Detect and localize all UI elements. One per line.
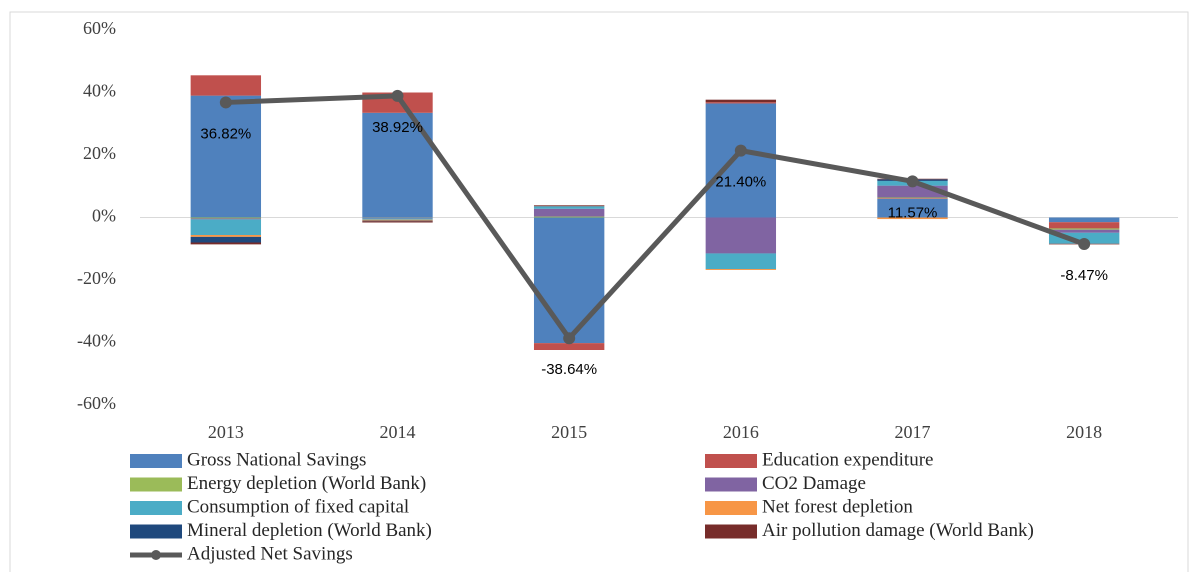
line [225,93,1086,341]
bar-segment [190,236,262,243]
frame [9,11,1189,572]
x-tick-label: 2017 [895,422,931,442]
line-marker [219,96,232,109]
legend-swatch [705,454,757,468]
bar-segment [533,216,605,218]
bar-segment [705,217,777,254]
bar-segment [190,219,262,235]
bar-segment [705,253,777,270]
legend-label: Mineral depletion (World Bank) [187,520,432,541]
bar-segment [877,197,948,199]
line-marker [391,89,404,102]
line-marker [1078,237,1091,250]
legend-swatch [130,454,182,468]
y-tick-label: -20% [77,268,116,288]
x-tick-label: 2014 [380,422,416,442]
data-label: -38.64% [541,361,597,378]
bar-segment [362,217,433,219]
data-label: -8.47% [1060,267,1108,284]
bar-segment [190,95,262,218]
legend-label: CO2 Damage [762,473,866,494]
data-label: 11.57% [888,204,938,221]
bar-segment [533,343,605,350]
bar-segment [190,235,262,237]
legend-swatch [705,524,757,539]
legend-label: Gross National Savings [187,449,366,470]
legend-swatch [130,524,182,539]
bar-segment [1048,222,1120,229]
legend-label: Air pollution damage (World Bank) [762,520,1034,541]
bar-segment [877,198,948,218]
data-label: 38.92% [372,119,423,136]
bar-segment [190,242,262,245]
bar-segment [877,217,948,220]
y-tick-label: 60% [83,18,116,38]
data-label: 36.82% [200,125,251,142]
line-marker [734,144,747,157]
data-label: 21.40% [715,174,766,191]
bar-segment [705,99,777,103]
bar-segment [190,217,262,219]
bar-segment [533,208,605,217]
bar-segment [362,220,433,222]
legend-label: Consumption of fixed capital [187,496,409,517]
bar-segment [705,269,777,270]
bar-segment [877,185,948,198]
bar-segment [705,102,777,104]
x-tick-label: 2018 [1066,422,1102,442]
bar-segment [877,198,948,199]
bar-segment [533,206,605,209]
bar-segment [190,75,262,96]
bar-segment [705,103,777,218]
x-tick-label: 2015 [551,422,587,442]
y-tick-label: 20% [83,143,116,163]
bar-segment [1048,229,1120,233]
bar-segment [190,218,262,220]
bar-segment [533,217,605,344]
y-tick-label: -60% [77,393,116,413]
x-tick-label: 2013 [208,422,244,442]
line-marker [906,175,919,188]
legend-marker [151,550,161,560]
bar-segment [1048,228,1120,230]
x-tick-label: 2016 [723,422,759,442]
legend-swatch [130,501,182,515]
legend-swatch [705,477,757,492]
bar-segment [533,205,605,207]
bar-segment [362,219,433,221]
bar-segment [362,218,433,220]
legend-label: Adjusted Net Savings [187,543,353,564]
legend-label: Energy depletion (World Bank) [187,473,426,494]
bar-segment [362,221,433,223]
line-marker [563,332,576,345]
y-tick-label: 40% [83,81,116,101]
legend-label: Education expenditure [762,449,933,470]
legend-swatch [130,477,182,492]
bar-segment [1048,217,1120,223]
legend-swatch [705,501,757,515]
y-tick-label: -40% [77,331,116,351]
y-tick-label: 0% [92,206,116,226]
legend-label: Net forest depletion [762,496,913,517]
